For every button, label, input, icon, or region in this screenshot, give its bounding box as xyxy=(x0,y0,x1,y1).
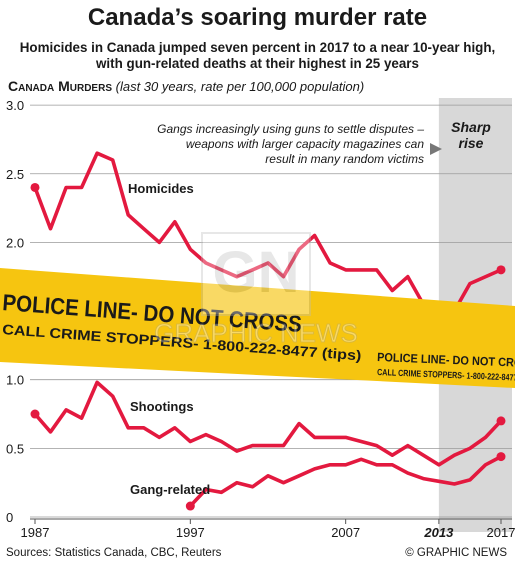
page-subtitle: Homicides in Canada jumped seven percent… xyxy=(19,40,496,71)
y-axis-labels: 3.0 2.5 2.0 1.0 0.5 0 xyxy=(6,98,24,525)
watermark: GN GRAPHIC NEWS xyxy=(154,232,358,348)
series-line-gang-related xyxy=(188,454,503,508)
shade-label-1: Sharp xyxy=(451,119,491,135)
watermark-logo xyxy=(201,232,311,316)
series-lines xyxy=(30,151,506,511)
y-tick-label: 2.0 xyxy=(6,235,24,250)
series-end-point-homicides xyxy=(496,265,506,275)
page-title: Canada’s soaring murder rate xyxy=(87,4,428,31)
series-end-point-shootings xyxy=(496,416,506,426)
x-tick-label: 2013 xyxy=(423,525,454,540)
y-tick-label: 2.5 xyxy=(6,167,24,182)
x-tick-label: 2017 xyxy=(487,525,515,540)
series-label-shootings: Shootings xyxy=(130,399,194,414)
series-start-point-shootings xyxy=(30,409,40,419)
y-tick-label: 0 xyxy=(6,510,13,525)
section-label: Canada Murders xyxy=(8,78,112,94)
series-line-shootings xyxy=(33,380,503,467)
series-line-homicides xyxy=(33,151,503,320)
police-tape: POLICE LINE- DO NOT CROSS CALL CRIME STO… xyxy=(0,268,515,388)
x-tick-label: 1997 xyxy=(176,525,205,540)
x-tick-label: 1987 xyxy=(21,525,50,540)
y-tick-label: 1.0 xyxy=(6,373,24,388)
watermark-text: GRAPHIC NEWS xyxy=(154,318,358,348)
y-tick-label: 0.5 xyxy=(6,441,24,456)
gangs-note-line-2: weapons with larger capacity magazines c… xyxy=(186,137,424,151)
shade-label-2: rise xyxy=(459,135,484,151)
gangs-note-line-1: Gangs increasingly using guns to settle … xyxy=(157,122,424,136)
x-tick-label: 2007 xyxy=(331,525,360,540)
x-axis-ticks: 1987 1997 2007 2013 2017 xyxy=(21,519,515,540)
credit: © GRAPHIC NEWS xyxy=(405,547,507,559)
source-note: Sources: Statistics Canada, CBC, Reuters xyxy=(6,547,222,559)
series-end-point-gang-related xyxy=(496,452,506,462)
series-start-point-gang-related xyxy=(185,501,195,511)
gangs-note-line-3: result in many random victims xyxy=(265,152,424,166)
series-label-homicides: Homicides xyxy=(128,181,194,196)
series-start-point-homicides xyxy=(30,182,40,192)
section-note: (last 30 years, rate per 100,000 populat… xyxy=(115,79,365,94)
y-tick-label: 3.0 xyxy=(6,98,24,113)
tape-band xyxy=(0,268,515,388)
section-header: Canada Murders (last 30 years, rate per … xyxy=(8,78,364,94)
tape-text-small-1: POLICE LINE- DO NOT CROSS xyxy=(377,350,515,370)
gangs-note-arrow xyxy=(430,143,442,155)
series-label-gang-related: Gang-related xyxy=(130,482,210,497)
svg-text:GN: GN xyxy=(213,240,300,305)
